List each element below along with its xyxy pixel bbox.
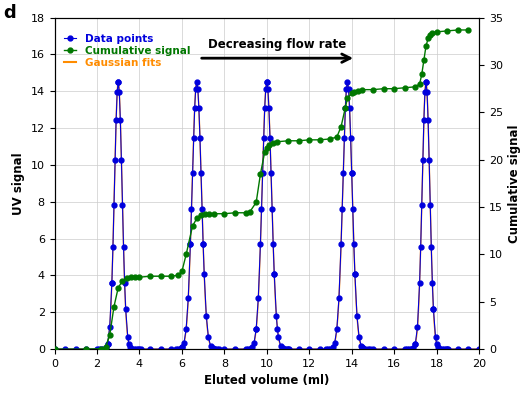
Text: Decreasing flow rate: Decreasing flow rate bbox=[208, 38, 347, 51]
Y-axis label: UV signal: UV signal bbox=[12, 152, 25, 215]
Text: d: d bbox=[4, 4, 16, 22]
X-axis label: Eluted volume (ml): Eluted volume (ml) bbox=[204, 375, 329, 387]
Legend: Data points, Cumulative signal, Gaussian fits: Data points, Cumulative signal, Gaussian… bbox=[60, 29, 194, 72]
Y-axis label: Cumulative signal: Cumulative signal bbox=[509, 124, 521, 242]
